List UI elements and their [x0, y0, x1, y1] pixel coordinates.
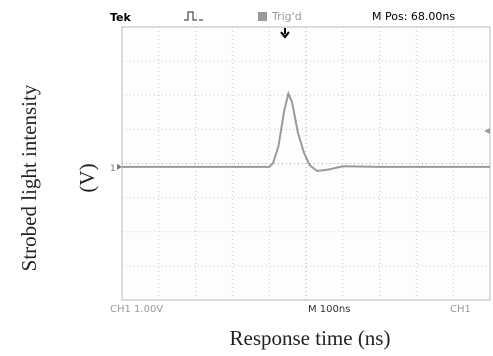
trigger-icon	[184, 12, 203, 20]
brand: Tek	[110, 11, 132, 24]
ground-marker: 1	[110, 164, 116, 174]
channel-scale: CH1 1.00V	[110, 304, 163, 315]
trigger-source: CH1	[450, 304, 471, 315]
trig-icon	[258, 12, 267, 21]
figure: Tek Trig'd M Pos: 68.00ns CH1 1.00V M 10…	[0, 0, 493, 356]
y-axis-label: Strobed light intensity	[17, 84, 41, 271]
trig-status: Trig'd	[271, 10, 302, 23]
y-axis-unit: (V)	[75, 163, 99, 192]
m-pos: M Pos: 68.00ns	[372, 10, 455, 23]
x-axis-label: Response time (ns)	[230, 326, 391, 350]
timebase: M 100ns	[308, 304, 350, 315]
ground-arrow	[117, 164, 122, 170]
